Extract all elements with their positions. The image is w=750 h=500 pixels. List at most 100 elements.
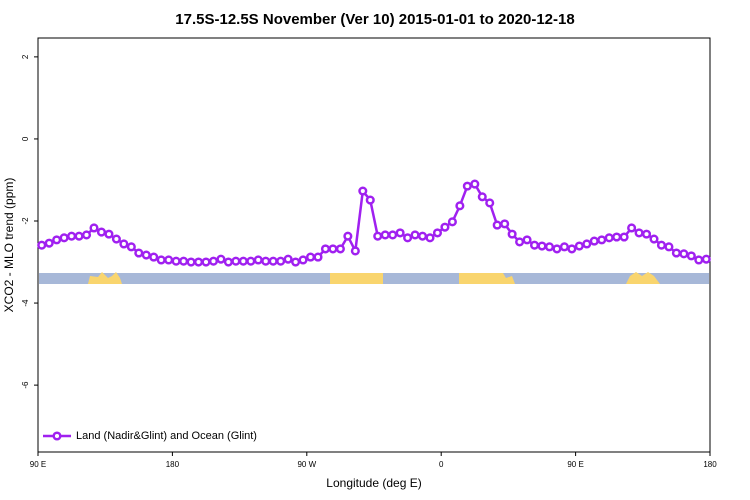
x-tick-label: 90 E	[30, 460, 46, 469]
data-point	[261, 256, 271, 266]
data-point	[350, 246, 360, 256]
data-point	[104, 229, 114, 239]
data-point	[305, 252, 316, 262]
data-point	[276, 256, 286, 266]
data-point	[74, 231, 84, 241]
data-point	[537, 241, 547, 251]
data-point	[126, 242, 136, 252]
data-point	[67, 231, 77, 241]
data-point	[268, 256, 278, 266]
data-point	[567, 244, 577, 254]
data-point	[283, 254, 293, 264]
data-point	[686, 251, 696, 261]
x-tick-label: 180	[703, 460, 717, 469]
y-tick-label: 2	[21, 54, 30, 59]
y-tick-label: -4	[21, 299, 30, 307]
data-point	[701, 254, 711, 264]
data-point	[223, 257, 233, 267]
data-point	[320, 244, 331, 254]
data-point	[156, 255, 166, 265]
data-point	[403, 233, 413, 243]
data-point	[500, 219, 510, 229]
land-patch	[330, 273, 383, 284]
chart-title: 17.5S-12.5S November (Ver 10) 2015-01-01…	[175, 11, 574, 28]
data-point	[388, 230, 398, 240]
plot-frame	[37, 37, 711, 453]
data-point	[313, 252, 323, 262]
data-point	[111, 234, 121, 244]
data-point	[597, 235, 607, 245]
land-patch	[88, 272, 122, 284]
data-point	[447, 217, 457, 227]
data-point	[193, 257, 204, 267]
data-point	[619, 232, 629, 242]
data-point	[634, 228, 644, 238]
data-point	[671, 248, 681, 258]
data-point	[485, 198, 495, 208]
data-point	[186, 257, 196, 267]
data-point	[164, 255, 174, 265]
legend-label: Land (Nadir&Glint) and Ocean (Glint)	[76, 430, 257, 442]
data-point	[515, 237, 525, 247]
data-point	[149, 252, 159, 262]
data-point	[664, 242, 674, 252]
y-tick-label: -2	[21, 217, 30, 225]
data-point	[59, 233, 69, 243]
data-point	[201, 257, 211, 267]
data-point	[641, 229, 652, 239]
data-point	[529, 240, 540, 250]
data-point	[44, 238, 54, 248]
x-tick-label: 180	[166, 460, 180, 469]
data-point	[544, 242, 555, 252]
data-point	[582, 239, 592, 249]
data-point	[37, 240, 47, 250]
data-point	[552, 244, 562, 254]
data-point	[656, 240, 667, 250]
data-point	[96, 227, 107, 237]
data-point	[231, 256, 241, 266]
data-point	[81, 230, 92, 240]
data-point	[134, 248, 144, 258]
data-point	[141, 250, 151, 260]
data-point	[246, 256, 256, 266]
data-point	[604, 233, 614, 243]
data-point	[89, 223, 99, 233]
data-point	[627, 223, 637, 233]
data-point	[417, 231, 428, 241]
data-point	[328, 244, 338, 254]
x-tick-label: 0	[439, 460, 444, 469]
data-point	[208, 256, 219, 266]
data-point	[559, 242, 569, 252]
y-tick-label: 0	[21, 136, 30, 141]
data-point	[298, 255, 308, 265]
data-point	[589, 236, 599, 246]
x-axis-label: Longitude (deg E)	[326, 476, 421, 490]
data-point	[291, 257, 301, 267]
data-point	[238, 256, 248, 266]
data-point	[119, 239, 129, 249]
y-tick-label: -6	[21, 381, 30, 389]
x-tick-label: 90 W	[297, 460, 316, 469]
data-point	[410, 230, 420, 240]
data-point	[358, 186, 368, 196]
data-point	[171, 256, 181, 266]
data-point	[440, 222, 450, 232]
data-point	[380, 230, 390, 240]
data-point	[679, 249, 689, 259]
land-ocean-strip	[39, 272, 709, 284]
data-point	[574, 241, 584, 251]
land-patch	[459, 273, 515, 284]
data-point	[649, 234, 659, 244]
data-point	[179, 256, 189, 266]
data-point	[373, 231, 383, 241]
data-point	[395, 228, 405, 238]
land-patch	[626, 272, 660, 284]
data-point	[462, 181, 472, 191]
data-point	[425, 233, 435, 243]
data-point	[455, 201, 465, 211]
legend-marker	[52, 431, 62, 441]
y-axis-label: XCO2 - MLO trend (ppm)	[2, 178, 16, 313]
data-point	[343, 231, 353, 241]
